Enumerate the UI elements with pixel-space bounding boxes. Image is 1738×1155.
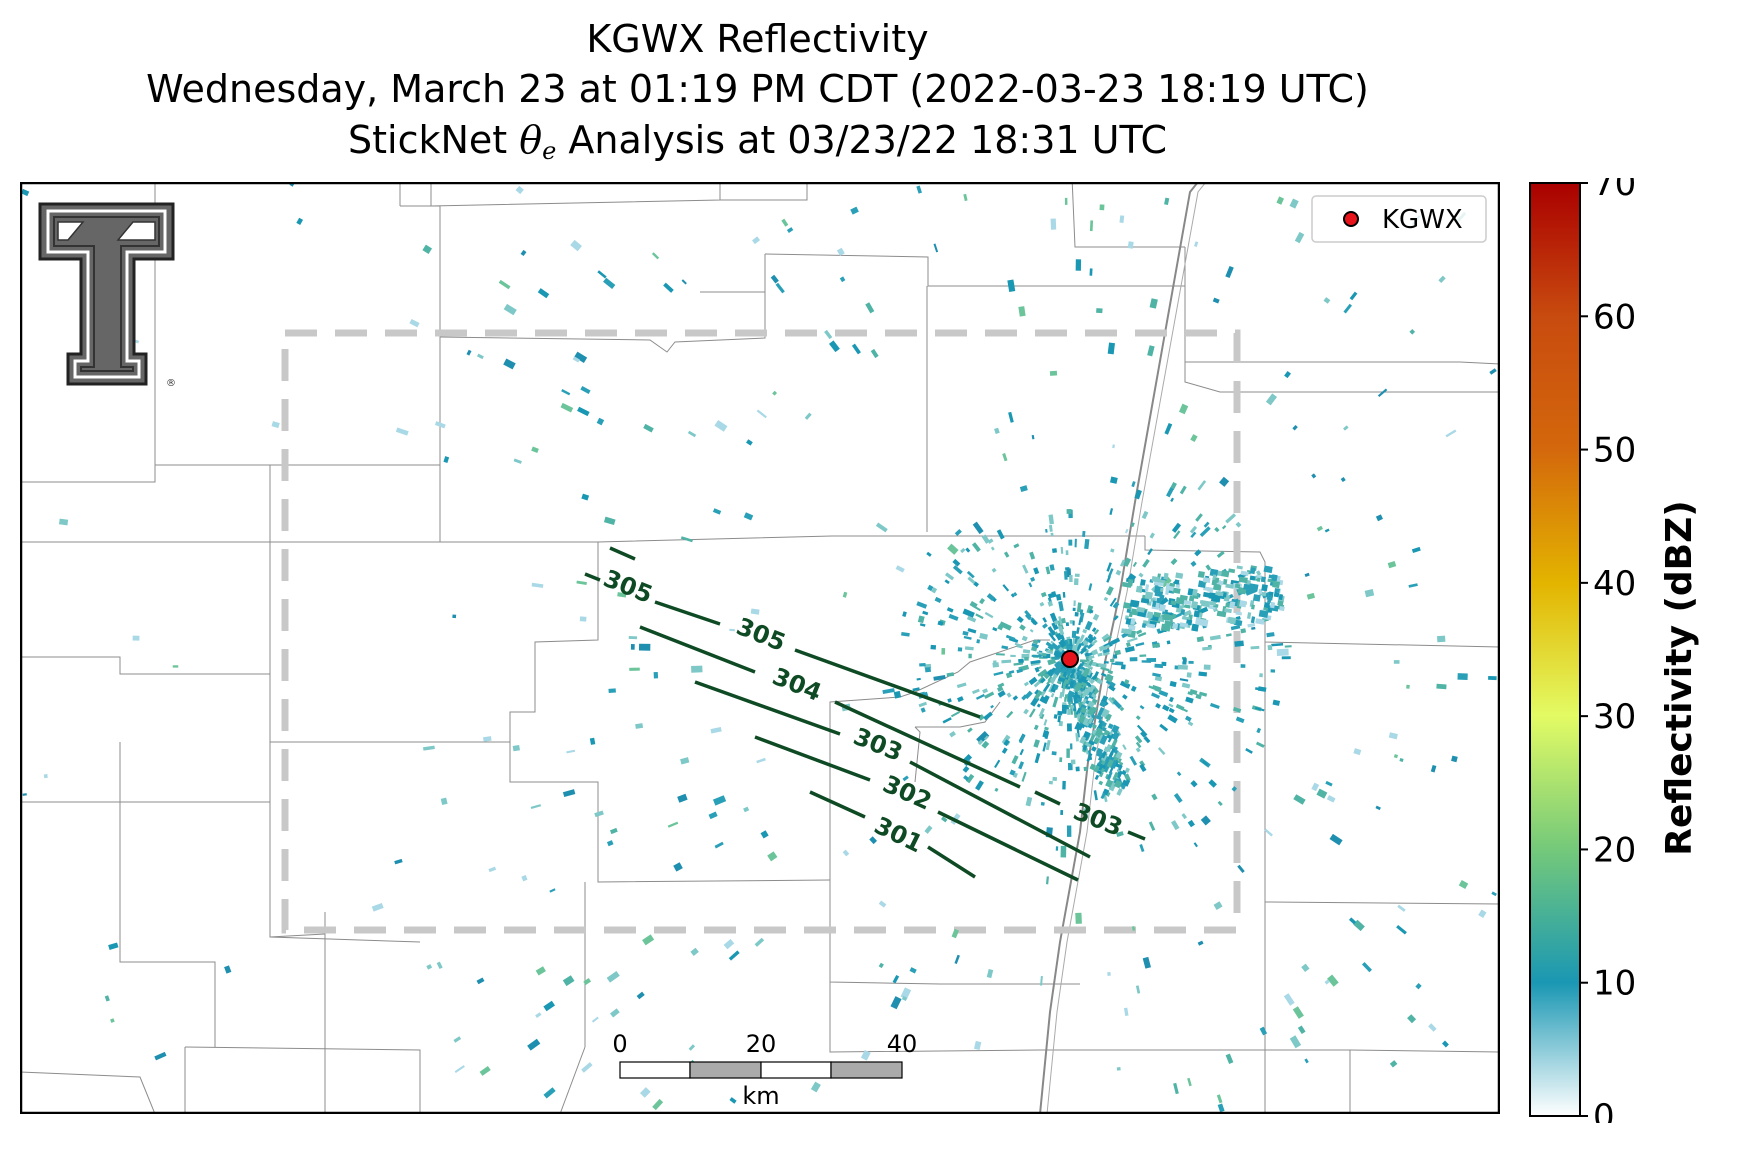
title-prefix: StickNet (347, 118, 520, 162)
contour-303-right-a (1034, 790, 1061, 806)
contour-304-a (639, 625, 756, 674)
scale-tick-0: 0 (612, 1030, 627, 1058)
kgwx-radar-site[interactable] (1061, 650, 1079, 668)
contour-302-a (754, 735, 871, 782)
analysis-domain-box (281, 329, 1241, 934)
contour-303-a (694, 680, 841, 736)
legend-marker (1343, 211, 1359, 227)
colorbar-tick-label: 0 (1593, 1097, 1615, 1123)
legend-label: KGWX (1382, 205, 1463, 235)
contour-305-stub (609, 546, 636, 561)
contour-305-b (654, 600, 721, 626)
colorbar-tick-label: 60 (1593, 297, 1636, 337)
contour-305-c (794, 648, 981, 719)
legend: KGWX (1311, 195, 1487, 243)
colorbar-gradient (1529, 182, 1581, 1117)
contour-label-301: 301 (870, 811, 927, 858)
colorbar-tick-label: 50 (1593, 431, 1636, 471)
contour-label-302: 302 (879, 770, 936, 816)
colorbar-tick-label: 20 (1593, 830, 1636, 870)
contour-label-305: 305 (600, 564, 657, 609)
contour-303-b (909, 760, 1091, 859)
svg-text:®: ® (166, 378, 176, 389)
title-line-1: KGWX Reflectivity (586, 17, 929, 61)
contour-label-304: 304 (769, 662, 826, 707)
colorbar-tick-label: 10 (1593, 964, 1636, 1004)
title-suffix: Analysis at 03/23/22 18:31 UTC (556, 118, 1167, 162)
contour-303-right-b (1127, 830, 1146, 841)
contour-301-a (809, 790, 866, 819)
theta-e-symbol: θe (519, 118, 557, 165)
contour-label-303: 303 (1070, 797, 1127, 842)
contour-label-305: 305 (733, 612, 790, 657)
scale-bar: 0 20 40 km (612, 1030, 917, 1110)
contour-305-a (584, 572, 601, 582)
colorbar-tick-label: 30 (1593, 697, 1636, 737)
colorbar-ticks: 0 10 20 30 40 50 60 70 (1580, 178, 1636, 1123)
colorbar-tick-label: 40 (1593, 564, 1636, 604)
contour-label-303: 303 (850, 722, 907, 767)
county-boundaries (20, 182, 1500, 1114)
theta-e-contours (584, 546, 1146, 882)
colorbar-label: Reflectivity (dBZ) (1659, 500, 1700, 856)
contour-302-b (937, 810, 1079, 882)
scale-tick-40: 40 (887, 1030, 918, 1058)
contour-304-b (834, 700, 1021, 789)
title-line-2: Wednesday, March 23 at 01:19 PM CDT (202… (146, 67, 1369, 111)
texas-tech-logo: ® (38, 202, 176, 389)
radar-map[interactable]: 305 305 304 303 302 301 303 ® KGWX (20, 182, 1500, 1114)
title-line-3: StickNet θe Analysis at 03/23/22 18:31 U… (0, 118, 1515, 173)
map-frame (20, 182, 1500, 1114)
scale-tick-20: 20 (746, 1030, 777, 1058)
contour-301-b (927, 845, 976, 879)
scale-unit: km (742, 1082, 779, 1110)
colorbar-tick-label: 70 (1593, 178, 1636, 204)
state-boundary (1039, 182, 1200, 1114)
colorbar: 0 10 20 30 40 50 60 70 (1529, 178, 1636, 1123)
